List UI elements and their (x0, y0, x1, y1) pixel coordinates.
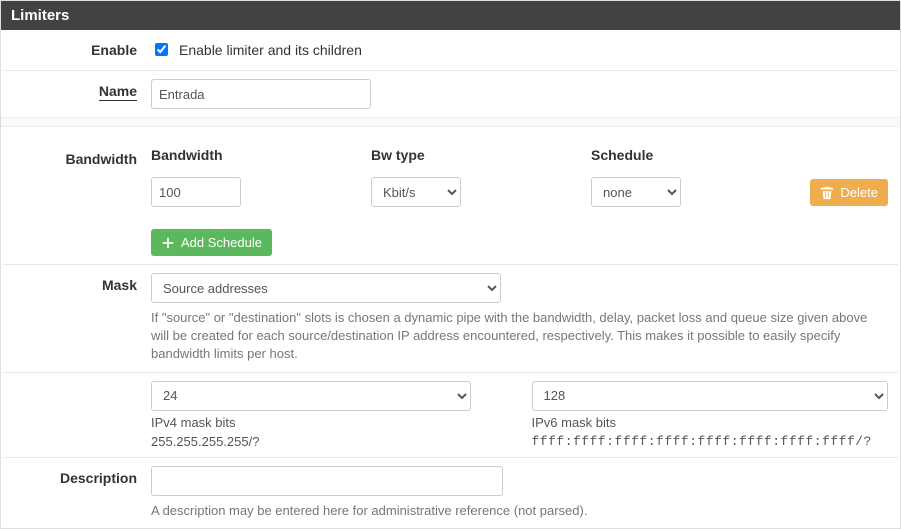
ipv4-label: IPv4 mask bits (151, 415, 508, 430)
delete-button-label: Delete (840, 185, 878, 200)
mask-select[interactable]: Source addresses (151, 273, 501, 303)
bandwidth-input[interactable] (151, 177, 241, 207)
row-enable: Enable Enable limiter and its children (1, 30, 900, 70)
bw-col-bandwidth: Bandwidth (151, 147, 371, 163)
limiters-panel: Limiters Enable Enable limiter and its c… (0, 0, 901, 529)
row-mask-bits: 24 IPv4 mask bits 255.255.255.255/? 128 … (1, 373, 900, 457)
ipv4-hint: 255.255.255.255/? (151, 434, 508, 449)
ipv4-maskbits-select[interactable]: 24 (151, 381, 471, 411)
bw-col-schedule: Schedule (591, 147, 771, 163)
label-name: Name (99, 83, 137, 101)
delete-button[interactable]: Delete (810, 179, 888, 206)
bw-col-bwtype: Bw type (371, 147, 591, 163)
row-bandwidth: Bandwidth Bandwidth Bw type Kbit/s Sched… (1, 127, 900, 264)
description-input[interactable] (151, 466, 503, 496)
mask-help: If "source" or "destination" slots is ch… (151, 309, 888, 364)
ipv6-hint: ffff:ffff:ffff:ffff:ffff:ffff:ffff:ffff/… (532, 434, 889, 449)
enable-checkbox-wrap[interactable]: Enable limiter and its children (151, 38, 888, 59)
label-enable: Enable (1, 38, 151, 62)
enable-text: Enable limiter and its children (179, 42, 362, 58)
description-help: A description may be entered here for ad… (151, 502, 888, 520)
row-description: Description A description may be entered… (1, 458, 900, 528)
row-mask: Mask Source addresses If "source" or "de… (1, 265, 900, 372)
label-mask: Mask (1, 273, 151, 364)
ipv6-label: IPv6 mask bits (532, 415, 889, 430)
panel-title: Limiters (1, 1, 900, 30)
name-input[interactable] (151, 79, 371, 109)
bwtype-select[interactable]: Kbit/s (371, 177, 461, 207)
enable-checkbox[interactable] (155, 43, 168, 56)
row-name: Name (1, 71, 900, 117)
add-schedule-button[interactable]: Add Schedule (151, 229, 272, 256)
schedule-select[interactable]: none (591, 177, 681, 207)
add-schedule-label: Add Schedule (181, 235, 262, 250)
ipv6-maskbits-select[interactable]: 128 (532, 381, 889, 411)
plus-icon (161, 236, 175, 250)
label-bandwidth: Bandwidth (1, 147, 151, 256)
trash-icon (820, 186, 834, 200)
